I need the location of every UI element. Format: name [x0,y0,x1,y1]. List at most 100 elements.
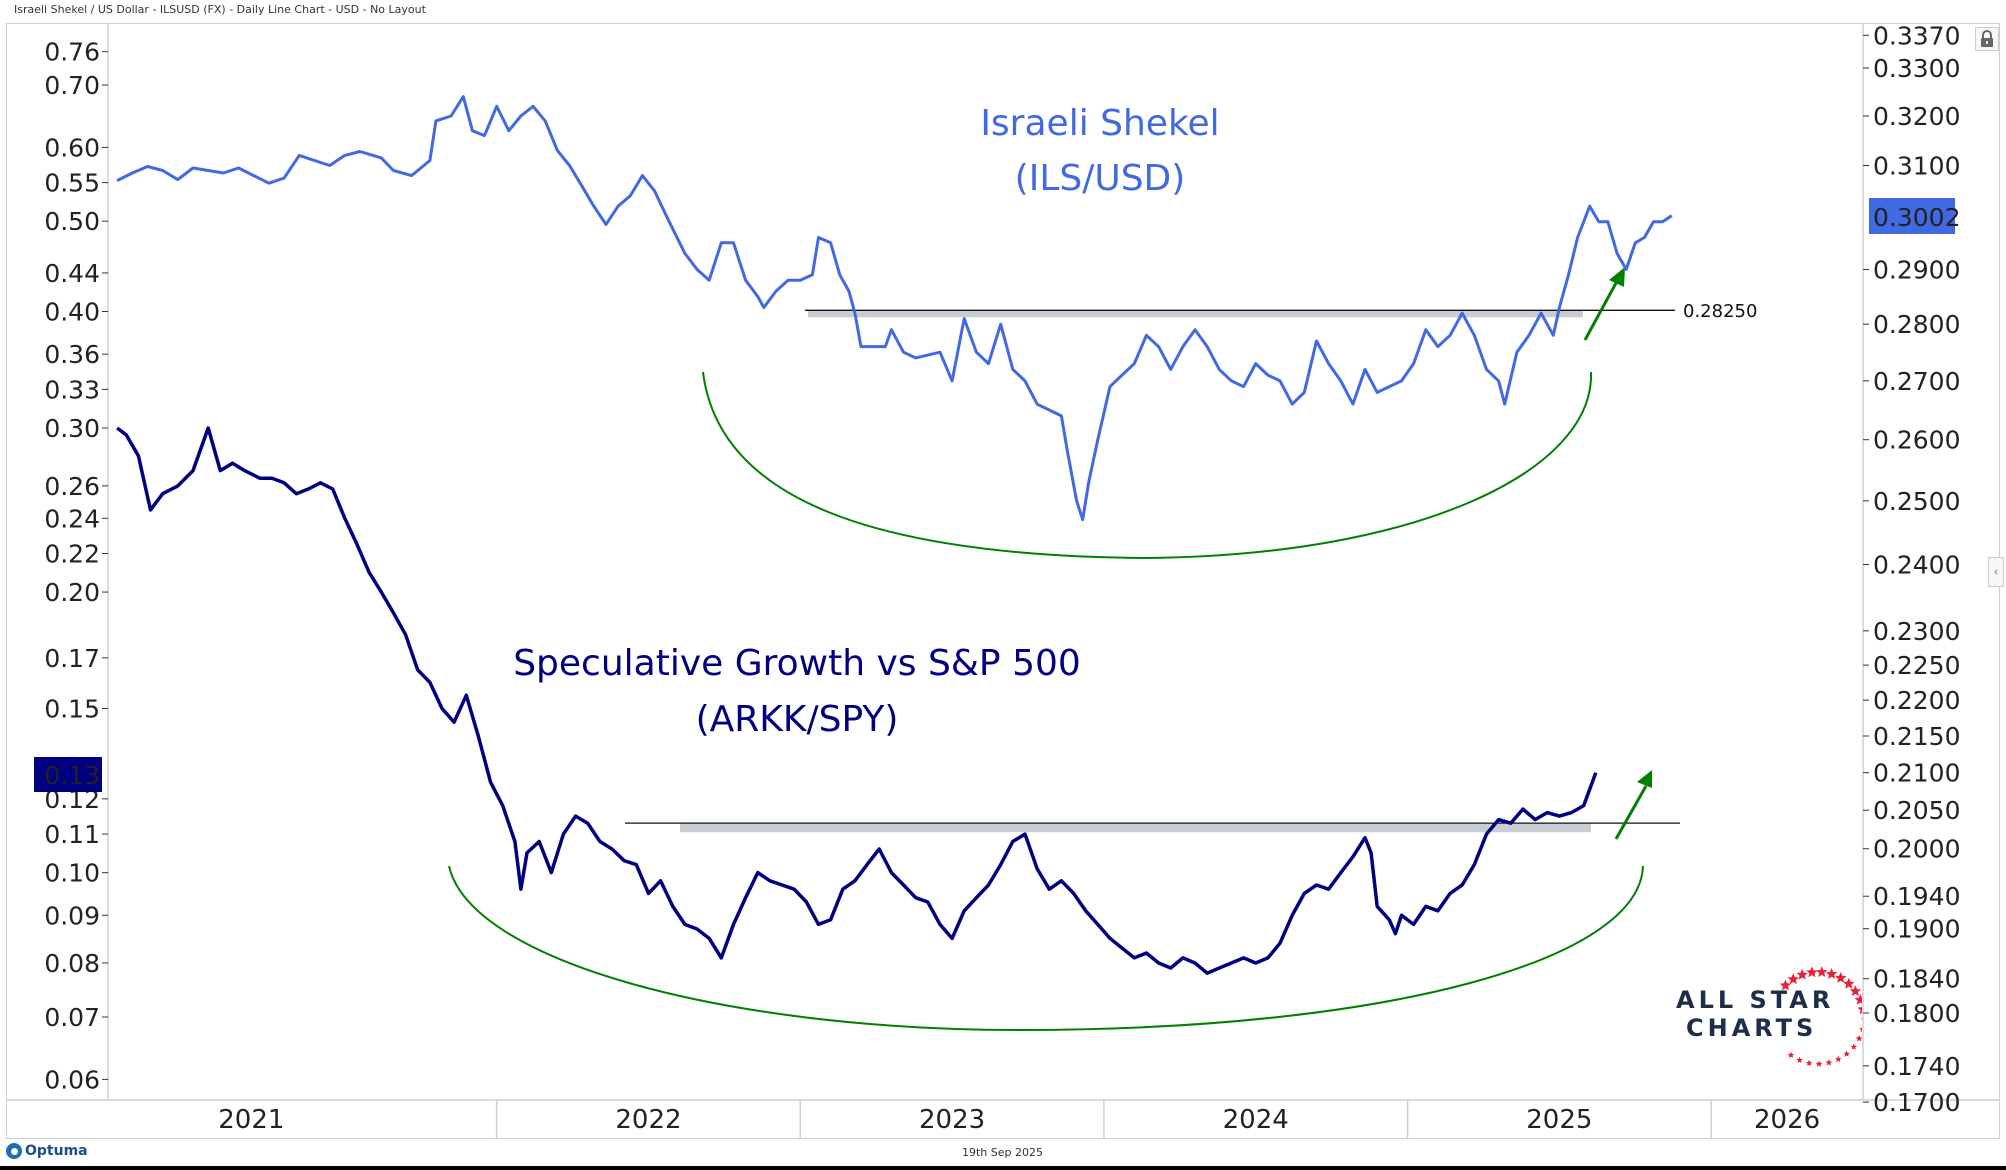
x-tick-label: 2023 [919,1105,985,1135]
logo-star-icon [1849,985,1862,997]
x-axis: 2021 2022 2023 2024 2025 2026 [218,1100,1820,1139]
logo-star-icon [1815,1060,1823,1067]
arkk-rounding-bottom-arc [448,865,1644,1032]
right-tick-label: 0.1940 [1873,882,1960,911]
arkk-resistance-band [680,823,1591,833]
right-tick-label: 0.2800 [1873,310,1960,339]
logo-star-icon [1834,1055,1842,1063]
right-tick-label: 0.1740 [1873,1052,1960,1081]
right-tick-label: 0.1900 [1873,915,1960,944]
chevron-left-icon: ‹ [1993,564,1999,580]
x-tick-label: 2026 [1754,1105,1820,1135]
ils-last-value-text: 0.3002 [1873,203,1960,232]
right-tick-label: 0.2600 [1873,426,1960,455]
all-star-charts-logo: ALL STAR CHARTS [1676,966,1862,1067]
ils-rounding-bottom-arc [702,371,1593,560]
optuma-brand-text: Optuma [25,1143,88,1159]
right-tick-label: 0.1700 [1873,1088,1960,1117]
left-tick-label: 0.26 [44,472,100,501]
ils-breakout-arrow [1583,267,1625,341]
ils-annotation-line2: (ILS/USD) [1015,158,1186,199]
arkk-spy-series-line [116,426,1598,975]
logo-star-icon [1816,966,1828,977]
optuma-logo-icon [6,1143,22,1159]
axis-lock-button[interactable] [1975,27,1999,51]
footer-date: 19th Sep 2025 [962,1146,1044,1159]
logo-star-icon [1779,979,1792,991]
logo-star-icon [1859,1027,1862,1033]
bottom-bar [0,1166,2006,1170]
arkk-annotation-line2: (ARKK/SPY) [696,699,899,740]
left-tick-label: 0.44 [44,259,100,288]
right-tick-label: 0.1800 [1873,999,1960,1028]
logo-line1: ALL STAR [1676,986,1834,1014]
ils-resistance-band [808,310,1583,318]
logo-star-icon [1805,1059,1813,1066]
right-tick-label: 0.2150 [1873,722,1960,751]
chart-header-title: Israeli Shekel / US Dollar - ILSUSD (FX)… [14,3,426,16]
left-tick-label: 0.60 [44,133,100,162]
ils-annotation-line1: Israeli Shekel [980,103,1219,144]
left-tick-label: 0.24 [44,504,100,533]
right-tick-label: 0.2500 [1873,487,1960,516]
right-tick-label: 0.2000 [1873,835,1960,864]
arkk-breakout-arrow [1614,770,1652,840]
logo-star-icon [1854,993,1862,1005]
right-tick-label: 0.2050 [1873,796,1960,825]
logo-star-icon [1796,1056,1803,1063]
lock-icon [1981,30,1993,47]
left-tick-label: 0.40 [44,298,100,327]
logo-star-icon [1806,966,1818,978]
arkk-last-value-text: 0.13 [44,761,100,790]
logo-stars [1779,966,1862,1067]
left-axis-ticks: 0.76 0.70 0.60 0.55 0.50 0.44 0.40 0.36 0.33 0.30… [44,38,108,1094]
logo-star-icon [1787,973,1799,985]
left-tick-label: 0.50 [44,207,100,236]
right-tick-label: 0.2250 [1873,651,1960,680]
logo-star-icon [1843,1050,1850,1057]
ils-usd-points [117,97,1672,520]
logo-star-icon [1787,1051,1795,1058]
left-tick-label: 0.15 [44,695,100,724]
right-axis-ticks: 0.3370 0.3300 0.3200 0.3100 0.2900 0.2800 0.27… [1863,21,1960,1117]
x-tick-label: 2024 [1223,1105,1289,1135]
left-tick-label: 0.06 [44,1065,100,1094]
left-tick-label: 0.36 [44,340,100,369]
right-tick-label: 0.2400 [1873,550,1960,579]
right-tick-label: 0.3100 [1873,151,1960,180]
right-tick-label: 0.2300 [1873,617,1960,646]
ils-usd-series-line [116,95,1673,522]
logo-star-icon [1835,972,1847,983]
logo-star-icon [1825,1059,1833,1066]
left-tick-label: 0.33 [44,375,100,404]
left-tick-label: 0.22 [44,539,100,568]
right-tick-label: 0.2900 [1873,255,1960,284]
x-tick-label: 2025 [1526,1105,1592,1135]
right-tick-label: 0.1840 [1873,965,1960,994]
left-tick-label: 0.07 [44,1003,100,1032]
right-tick-label: 0.2200 [1873,686,1960,715]
arkk-last-value-badge [34,757,102,792]
left-tick-label: 0.17 [44,644,100,673]
logo-star-icon [1796,968,1808,980]
left-tick-label: 0.11 [44,820,100,849]
left-tick-label: 0.10 [44,859,100,888]
ils-resistance-label: 0.28250 [1683,301,1757,322]
left-tick-label: 0.09 [44,901,100,930]
logo-star-icon [1825,968,1838,979]
right-tick-label: 0.2700 [1873,367,1960,396]
right-tick-label: 0.2100 [1873,759,1960,788]
left-tick-label: 0.08 [44,949,100,978]
arkk-annotation-line1: Speculative Growth vs S&P 500 [513,643,1081,684]
x-tick-label: 2021 [218,1105,284,1135]
logo-star-icon [1843,977,1855,989]
logo-line2: CHARTS [1686,1014,1817,1042]
logo-star-icon [1857,1006,1862,1015]
left-tick-label: 0.55 [44,169,100,198]
optuma-brand: Optuma [6,1143,88,1159]
right-tick-label: 0.3370 [1873,21,1960,50]
collapse-panel-button[interactable]: ‹ [1988,557,2004,587]
left-tick-label: 0.30 [44,414,100,443]
x-tick-label: 2022 [615,1105,681,1135]
